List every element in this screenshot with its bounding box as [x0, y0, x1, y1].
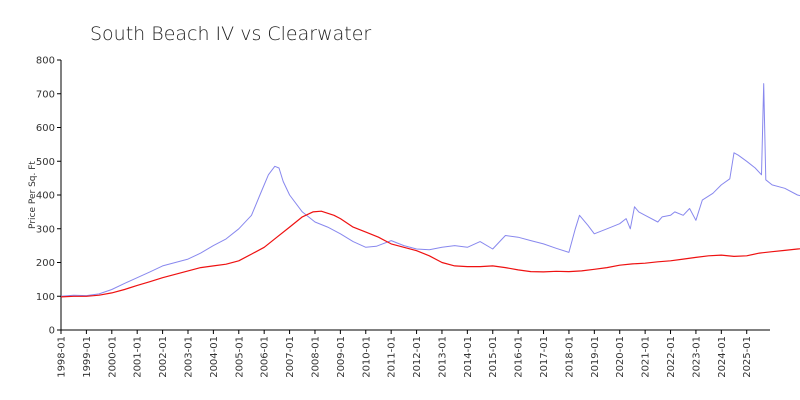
x-tick-label: 2004-01 [209, 336, 220, 378]
x-tick-label: 2017-01 [539, 336, 550, 378]
x-tick-label: 2010-01 [361, 336, 372, 378]
x-tick-label: 2011-01 [387, 336, 398, 378]
x-tick-label: 2007-01 [285, 336, 296, 378]
y-tick-label: 100 [36, 292, 55, 303]
x-tick-label: 2012-01 [412, 336, 423, 378]
x-tick-label: 2001-01 [133, 336, 144, 378]
chart-title: South Beach IV vs Clearwater [90, 23, 371, 45]
series-layer [60, 83, 800, 298]
x-tick-label: 2024-01 [717, 336, 728, 378]
y-ticks: 0 100 200 300 400 500 600 700 800 [36, 56, 61, 337]
x-tick-label: 2023-01 [691, 336, 702, 378]
x-tick-label: 2013-01 [437, 336, 448, 378]
x-tick-label: 1999-01 [82, 336, 93, 378]
y-tick-label: 0 [49, 326, 55, 337]
x-tick-label: 1998-01 [57, 336, 68, 378]
y-tick-label: 800 [36, 56, 55, 67]
y-tick-label: 300 [36, 224, 55, 235]
x-tick-label: 2015-01 [488, 336, 499, 378]
x-ticks: 1998-01 1999-01 2000-01 2001-01 2002-01 2003-… [57, 330, 753, 378]
x-tick-label: 2003-01 [183, 336, 194, 378]
x-tick-label: 2018-01 [564, 336, 575, 378]
x-tick-label: 2006-01 [260, 336, 271, 378]
x-tick-label: 2020-01 [615, 336, 626, 378]
x-tick-label: 2025-01 [742, 336, 753, 378]
x-tick-label: 2002-01 [158, 336, 169, 378]
y-tick-label: 500 [36, 157, 55, 168]
series-line-2 [60, 210, 800, 298]
y-tick-label: 600 [36, 123, 55, 134]
y-tick-label: 200 [36, 258, 55, 269]
x-tick-label: 2000-01 [107, 336, 118, 378]
series-line-1 [60, 83, 800, 297]
x-tick-label: 2021-01 [641, 336, 652, 378]
x-tick-label: 2005-01 [234, 336, 245, 378]
x-tick-label: 2016-01 [514, 336, 525, 378]
x-tick-label: 2014-01 [463, 336, 474, 378]
x-tick-label: 2019-01 [590, 336, 601, 378]
y-tick-label: 400 [36, 191, 55, 202]
x-tick-label: 2022-01 [666, 336, 677, 378]
x-tick-label: 2008-01 [310, 336, 321, 378]
y-tick-label: 700 [36, 89, 55, 100]
x-tick-label: 2009-01 [336, 336, 347, 378]
y-axis-label: Price Per Sq. Ft [28, 161, 38, 229]
